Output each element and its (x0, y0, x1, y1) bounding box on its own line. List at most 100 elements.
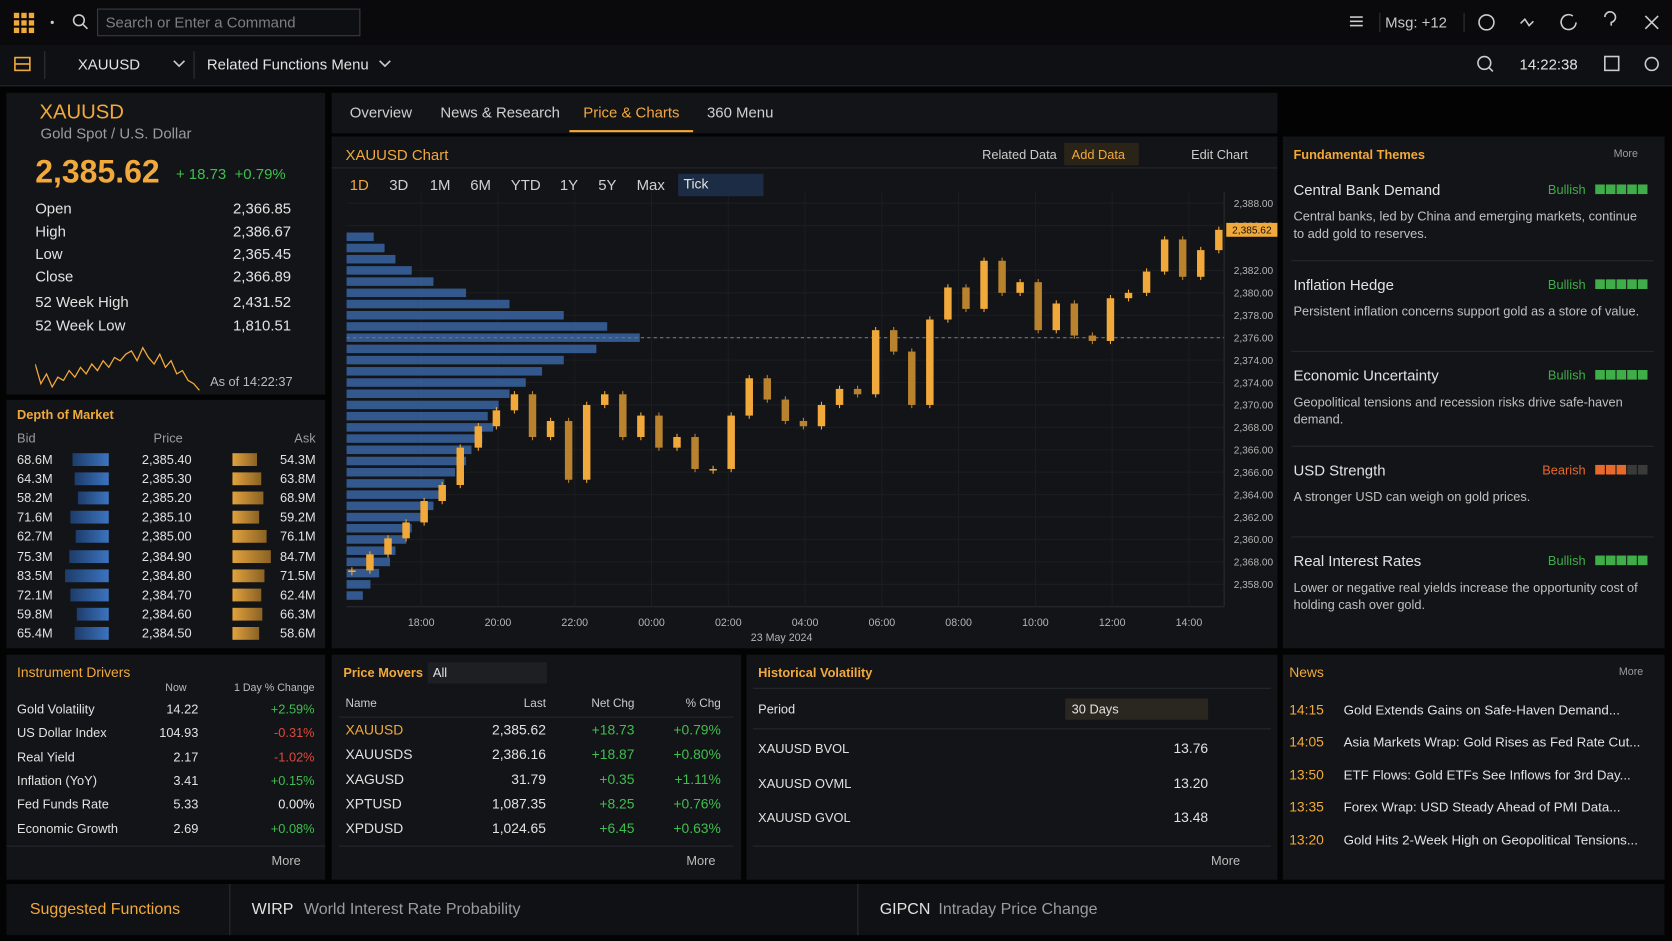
interval[interactable]: Tick (683, 175, 709, 192)
mover-cell: +0.79% (673, 721, 721, 738)
ask-size: 54.3M (280, 452, 316, 468)
price-level: 2,384.90 (141, 548, 192, 564)
theme-sentiment: Bearish (1542, 462, 1586, 478)
strength-cell (1637, 184, 1648, 195)
ask-bar (232, 626, 260, 640)
filter[interactable]: All (432, 665, 448, 681)
volume-bar (346, 378, 526, 387)
strength-cell (1627, 555, 1637, 566)
news-headline[interactable]: Forex Wrap: USD Steady Ahead of PMI Data… (1343, 799, 1621, 815)
related-menu[interactable]: Related Functions Menu (206, 55, 369, 73)
strength-cell (1627, 370, 1637, 380)
driver-name: Fed Funds Rate (17, 796, 109, 812)
news-headline[interactable]: Gold Hits 2-Week High on Geopolitical Te… (1343, 832, 1638, 848)
theme-sentiment: Bullish (1547, 553, 1586, 569)
theme-title: USD Strength (1293, 461, 1386, 479)
mover-cell: +18.73 (591, 721, 635, 738)
range-button[interactable]: YTD (510, 175, 541, 194)
ask-bar (232, 530, 267, 544)
volume-bar (346, 490, 439, 499)
chart-action[interactable]: Add Data (1071, 147, 1126, 163)
volume-bar (346, 243, 385, 253)
range-button[interactable]: 1Y (559, 175, 579, 194)
ask-bar (232, 549, 271, 563)
volume-bar (346, 310, 564, 320)
stat-value: 2,366.89 (232, 267, 292, 285)
candle (1160, 239, 1169, 272)
news-headline[interactable]: Gold Extends Gains on Safe-Haven Demand.… (1343, 702, 1620, 718)
range-button[interactable]: 6M (470, 175, 491, 194)
panel-title: News (1289, 664, 1324, 681)
stat-value: 2,431.52 (232, 293, 292, 311)
candle (781, 399, 790, 421)
bid-bar (72, 453, 109, 466)
panel-title: Suggested Functions (29, 899, 181, 919)
volume-bar (346, 344, 597, 354)
y-tick-label: 2,380.00 (1234, 289, 1274, 300)
sparkline-line (35, 346, 200, 391)
x-tick-label: 04:00 (792, 617, 819, 629)
tab[interactable]: Price & Charts (583, 103, 680, 121)
volume-bar (346, 546, 396, 555)
mover-cell: 1,087.35 (491, 795, 546, 812)
function-code[interactable]: GIPCN (879, 899, 931, 919)
candle (1124, 292, 1133, 299)
panel-title: Historical Volatility (758, 665, 873, 681)
chart-action[interactable]: Related Data (982, 147, 1057, 163)
mover-cell: XAUUSDS (345, 746, 413, 763)
driver-change: -0.31% (274, 725, 315, 741)
candle (438, 484, 446, 502)
volume-bar (346, 389, 510, 399)
more-link[interactable]: More (271, 853, 301, 868)
more-link[interactable]: More (1618, 666, 1644, 679)
mover-cell: 2,386.16 (491, 746, 546, 763)
launcher-icon[interactable] (13, 12, 35, 34)
tab[interactable]: News & Research (440, 103, 560, 121)
strength-cell (1616, 464, 1627, 475)
strength-cell (1637, 370, 1648, 380)
range-button[interactable]: 3D (389, 175, 409, 194)
period[interactable]: 30 Days (1071, 701, 1119, 717)
function-code[interactable]: WIRP (251, 899, 294, 919)
search-placeholder[interactable]: Search or Enter a Command (105, 13, 296, 31)
panel-title: Depth of Market (17, 407, 114, 423)
candle (944, 287, 952, 320)
candle (763, 378, 772, 400)
tab[interactable]: 360 Menu (706, 103, 774, 121)
theme-text: A stronger USD can weigh on gold prices. (1293, 489, 1531, 505)
more-link[interactable]: More (686, 853, 716, 868)
range-button[interactable]: 1D (349, 175, 369, 194)
y-tick-label: 2,374.00 (1234, 356, 1274, 367)
range-button[interactable]: 1M (429, 175, 451, 194)
volume-bar (346, 254, 396, 264)
function-label[interactable]: Intraday Price Change (938, 899, 1098, 919)
strength-cell (1637, 279, 1648, 289)
mover-cell: +0.76% (673, 795, 721, 812)
news-headline[interactable]: ETF Flows: Gold ETFs See Inflows for 3rd… (1343, 767, 1631, 783)
stat-label: High (35, 222, 66, 240)
more-link[interactable]: More (1210, 853, 1241, 868)
volume-bar (346, 591, 363, 600)
more-link[interactable]: More (1613, 148, 1638, 160)
chart-action[interactable]: Edit Chart (1191, 147, 1248, 163)
period-label: Period (758, 701, 796, 717)
candle (871, 330, 880, 395)
range-button[interactable]: 5Y (598, 175, 617, 194)
function-label[interactable]: World Interest Rate Probability (303, 899, 521, 919)
vol-name: XAUUSD OVML (758, 775, 852, 791)
candle (1178, 239, 1187, 277)
ticker[interactable]: XAUUSD (77, 55, 141, 73)
volume-bar (346, 355, 564, 365)
range-button[interactable]: Max (636, 175, 665, 194)
ask-size: 68.9M (280, 490, 316, 506)
search-box[interactable] (97, 8, 361, 37)
news-headline[interactable]: Asia Markets Wrap: Gold Rises as Fed Rat… (1343, 735, 1641, 751)
theme-title: Central Bank Demand (1293, 181, 1441, 199)
candle (619, 394, 627, 438)
tab[interactable]: Overview (349, 103, 412, 121)
strength-cell (1595, 464, 1605, 475)
messages[interactable]: Msg: +12 (1385, 13, 1447, 31)
y-tick-label: 2,376.00 (1234, 333, 1274, 344)
candle (1052, 303, 1060, 331)
x-tick-label: 14:00 (1176, 617, 1203, 629)
